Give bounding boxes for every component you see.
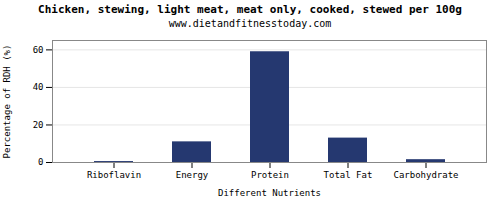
html-text:www.dietandfitnesstoday.com: www.dietandfitnesstoday.com bbox=[168, 18, 332, 29]
svg-text:Protein: Protein bbox=[251, 170, 289, 180]
svg-text:Energy: Energy bbox=[176, 170, 209, 180]
svg-text:60: 60 bbox=[33, 45, 44, 55]
svg-text:Different Nutrients: Different Nutrients bbox=[218, 188, 321, 198]
svg-text:20: 20 bbox=[33, 120, 44, 130]
svg-text:Percentage of RDH (%): Percentage of RDH (%) bbox=[2, 45, 12, 159]
svg-text:Total Fat: Total Fat bbox=[324, 170, 373, 180]
svg-text:Riboflavin: Riboflavin bbox=[87, 170, 141, 180]
html-text:Chicken, stewing, light meat,: Chicken, stewing, light meat, meat only,… bbox=[38, 3, 462, 16]
svg-text:40: 40 bbox=[33, 82, 44, 92]
svg-text:0: 0 bbox=[38, 157, 43, 167]
svg-text:Carbohydrate: Carbohydrate bbox=[393, 170, 458, 180]
